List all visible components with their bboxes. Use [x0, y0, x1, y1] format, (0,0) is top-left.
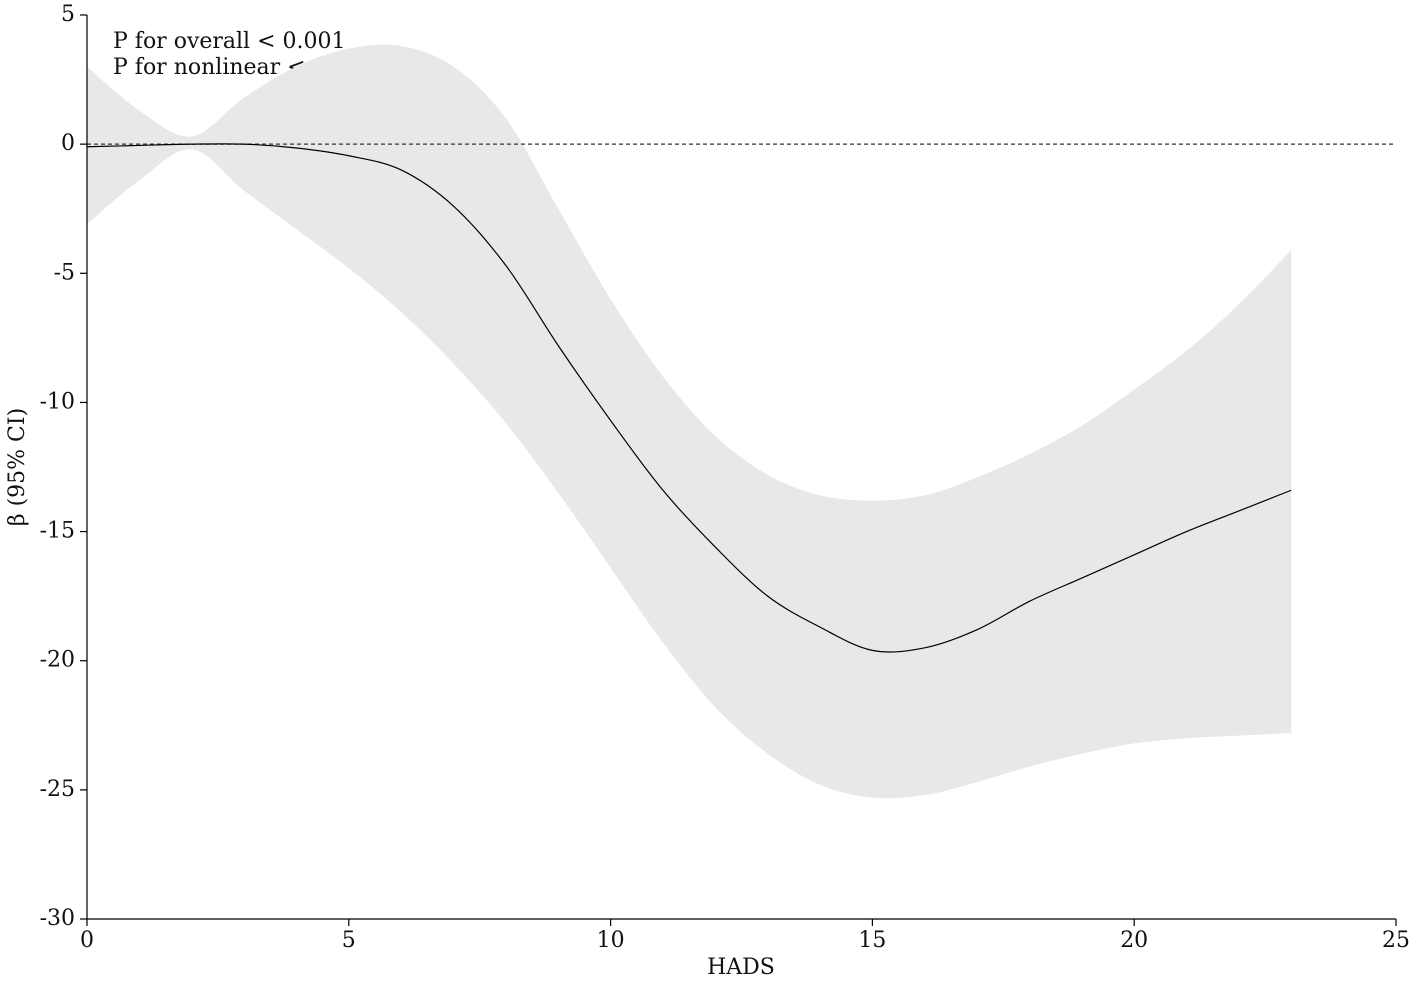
x-tick-label: 15 — [858, 928, 886, 953]
y-tick-label: 5 — [61, 2, 75, 27]
y-tick-label: -20 — [40, 648, 75, 673]
x-axis-label: HADS — [707, 955, 775, 980]
x-tick-label: 20 — [1120, 928, 1148, 953]
x-tick-label: 25 — [1382, 928, 1410, 953]
x-tick-label: 0 — [80, 928, 94, 953]
annotation: P for overall < 0.001 — [113, 29, 346, 54]
x-tick-label: 10 — [597, 928, 625, 953]
y-tick-label: -30 — [40, 906, 75, 931]
y-axis-label: β (95% CI) — [5, 408, 30, 526]
y-tick-label: -15 — [40, 519, 75, 544]
confidence-band — [87, 44, 1292, 799]
x-tick-label: 5 — [342, 928, 356, 953]
y-tick-label: -25 — [40, 777, 75, 802]
y-tick-label: 0 — [61, 131, 75, 156]
spline-line — [86, 143, 1292, 653]
y-tick-label: -10 — [40, 389, 75, 414]
y-tick-label: -5 — [54, 260, 75, 285]
